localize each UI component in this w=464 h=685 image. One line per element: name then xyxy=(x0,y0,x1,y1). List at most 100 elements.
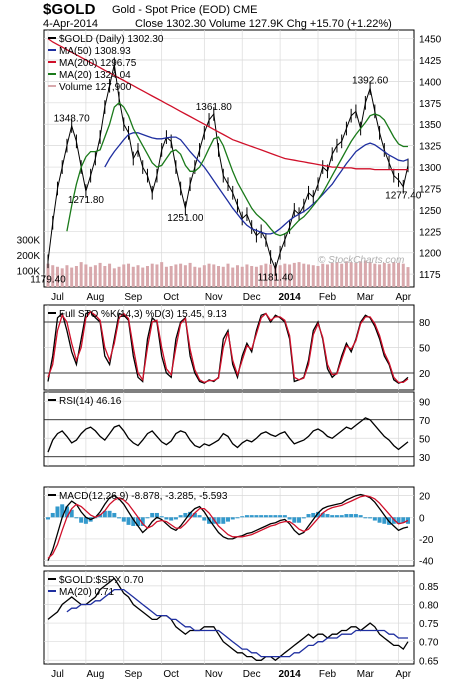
volume-bar xyxy=(250,266,254,287)
legend-label: MA(200) 1296.75 xyxy=(59,58,137,69)
macd-histogram-bar xyxy=(140,517,145,526)
macd-histogram-bar xyxy=(349,514,354,518)
volume-bar xyxy=(122,264,126,287)
volume-bar xyxy=(292,262,296,287)
volume-bar xyxy=(368,262,372,287)
macd-histogram-bar xyxy=(372,517,377,521)
x-tick-label: Nov xyxy=(205,292,223,303)
volume-bar xyxy=(108,263,112,287)
volume-bar xyxy=(79,262,83,287)
macd-histogram-bar xyxy=(268,515,273,518)
volume-bar xyxy=(325,264,329,287)
volume-bar xyxy=(164,266,168,287)
macd-histogram-bar xyxy=(297,517,302,523)
series-line-rsi-14- xyxy=(47,417,409,453)
macd-histogram-bar xyxy=(301,517,306,519)
macd-histogram-bar xyxy=(292,517,297,523)
x-tick-label: 2014 xyxy=(278,292,301,303)
volume-bar xyxy=(221,266,225,287)
volume-bar xyxy=(141,267,145,287)
panel-price: 1175 1200 1225 1250 1275 1300 1325 1350 1375 1400… xyxy=(17,29,442,303)
macd-histogram-bar xyxy=(50,512,55,518)
y-tick-label: 0 xyxy=(419,513,425,524)
y-tick-label: 90 xyxy=(419,397,431,408)
macd-histogram-bar xyxy=(207,517,212,524)
y-tick-label: 1200 xyxy=(419,249,442,260)
macd-histogram-bar xyxy=(55,506,60,518)
x-tick-label: Sep xyxy=(124,669,142,680)
volume-bar xyxy=(311,265,315,287)
volume-bar xyxy=(269,264,273,287)
macd-histogram-bar xyxy=(278,515,283,518)
volume-bar xyxy=(226,263,230,287)
instrument-name: Gold - Spot Price (EOD) CME xyxy=(112,4,258,16)
quote-date: 4-Apr-2014 xyxy=(43,18,99,30)
volume-bar xyxy=(89,266,93,287)
y-tick-label: 1250 xyxy=(419,206,442,217)
volume-bar xyxy=(212,264,216,287)
volume-bar xyxy=(98,262,102,287)
volume-bar xyxy=(93,265,97,287)
volume-bar xyxy=(335,262,339,287)
volume-bar xyxy=(231,267,235,287)
x-tick-label: Aug xyxy=(86,669,104,680)
price-annotation: 1392.60 xyxy=(352,76,389,87)
y-tick-label: 0.65 xyxy=(419,656,439,667)
x-tick-label: Jul xyxy=(51,669,64,680)
macd-histogram-bar xyxy=(396,517,401,524)
volume-bar xyxy=(169,266,173,287)
macd-histogram-bar xyxy=(334,515,339,518)
price-annotation: 1348.70 xyxy=(54,113,91,124)
volume-bar xyxy=(179,263,183,287)
macd-histogram-bar xyxy=(363,517,368,519)
series-line-ma-50- xyxy=(104,132,409,235)
volume-bar xyxy=(51,265,55,287)
volume-bar xyxy=(382,262,386,287)
macd-histogram-bar xyxy=(69,509,74,518)
price-annotation: 1271.80 xyxy=(68,195,105,206)
volume-bar xyxy=(273,266,277,287)
volume-bar xyxy=(387,263,391,287)
volume-bar xyxy=(60,268,64,287)
x-tick-label: Apr xyxy=(395,292,411,303)
volume-bar xyxy=(112,268,116,287)
volume-bar xyxy=(245,264,249,287)
macd-histogram-bar xyxy=(60,504,65,518)
y-tick-label: 20 xyxy=(419,492,431,503)
volume-bar xyxy=(207,263,211,287)
macd-histogram-bar xyxy=(121,517,126,522)
volume-bar xyxy=(235,265,239,287)
macd-histogram-bar xyxy=(202,517,207,521)
volume-bar xyxy=(321,263,325,287)
chart-symbol: $GOLD xyxy=(43,1,96,18)
legend-label: Volume 127,900 xyxy=(59,82,132,93)
volume-bar xyxy=(283,263,287,287)
series-line-ma-20- xyxy=(66,588,408,658)
macd-histogram-bar xyxy=(353,514,358,518)
y-tick-label: -40 xyxy=(419,557,434,568)
macd-histogram-bar xyxy=(183,512,188,518)
volume-bar xyxy=(202,265,206,287)
macd-histogram-bar xyxy=(216,517,221,524)
macd-histogram-bar xyxy=(287,517,292,520)
volume-bar xyxy=(174,264,178,287)
macd-histogram-bar xyxy=(306,514,311,518)
volume-bar xyxy=(344,261,348,287)
volume-bar xyxy=(307,264,311,287)
volume-bar xyxy=(340,263,344,287)
exchange-label: CME xyxy=(233,4,258,16)
macd-histogram-bar xyxy=(320,512,325,518)
panel-macd: -40 -20 0 20 MACD(12,26,9) -8.878, -3.285, -… xyxy=(43,486,434,568)
x-tick-label: Jul xyxy=(51,292,64,303)
y-tick-label: 70 xyxy=(419,416,431,427)
x-tick-label: Feb xyxy=(319,669,337,680)
y-tick-label: 1425 xyxy=(419,56,442,67)
y-tick-label: 50 xyxy=(419,344,431,355)
x-tick-label: Mar xyxy=(357,292,375,303)
series-line-ma-200- xyxy=(47,38,408,171)
macd-histogram-bar xyxy=(330,515,335,518)
y-tick-label: 20 xyxy=(419,369,431,380)
volume-tick-label: 300K xyxy=(17,235,41,246)
x-tick-label: Feb xyxy=(319,292,337,303)
volume-bar xyxy=(264,263,268,287)
